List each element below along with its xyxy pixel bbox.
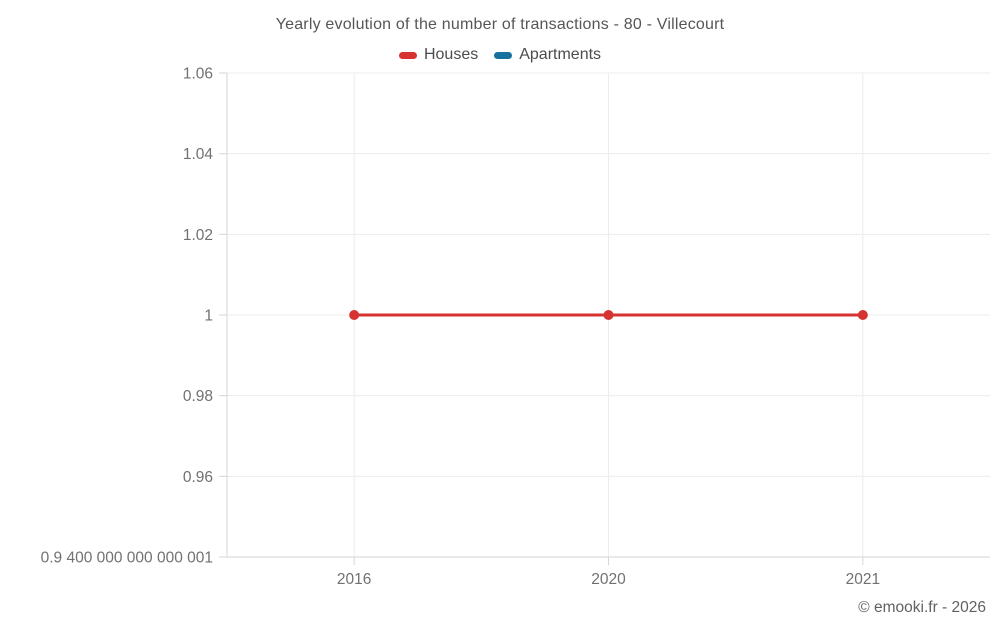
y-tick-label: 1 — [204, 308, 213, 325]
y-tick-label: 1.02 — [183, 227, 213, 244]
houses-data-point[interactable] — [349, 310, 360, 320]
x-tick-label: 2020 — [591, 571, 626, 588]
y-tick-label: 1.04 — [183, 146, 214, 163]
apartments-legend-swatch — [494, 51, 513, 59]
legend-item-apartments[interactable]: Apartments — [494, 46, 601, 64]
houses-data-point[interactable] — [857, 310, 868, 320]
y-tick-label: 0.96 — [183, 469, 213, 486]
houses-data-point[interactable] — [603, 310, 614, 320]
houses-legend-swatch — [398, 51, 417, 59]
x-tick-label: 2016 — [337, 571, 371, 588]
chart-legend: Houses Apartments — [0, 46, 1000, 64]
x-tick-label: 2021 — [846, 571, 880, 588]
chart-title: Yearly evolution of the number of transa… — [275, 16, 725, 33]
houses-legend-label: Houses — [423, 46, 479, 63]
y-tick-label: 0.98 — [183, 388, 213, 405]
legend-item-houses[interactable]: Houses — [398, 46, 479, 64]
apartments-legend-label: Apartments — [519, 46, 602, 63]
y-tick-label: 1.06 — [183, 66, 213, 83]
y-tick-label: 0.9 400 000 000 000 001 — [41, 550, 213, 567]
copyright-watermark: © emooki.fr - 2026 — [858, 599, 986, 616]
